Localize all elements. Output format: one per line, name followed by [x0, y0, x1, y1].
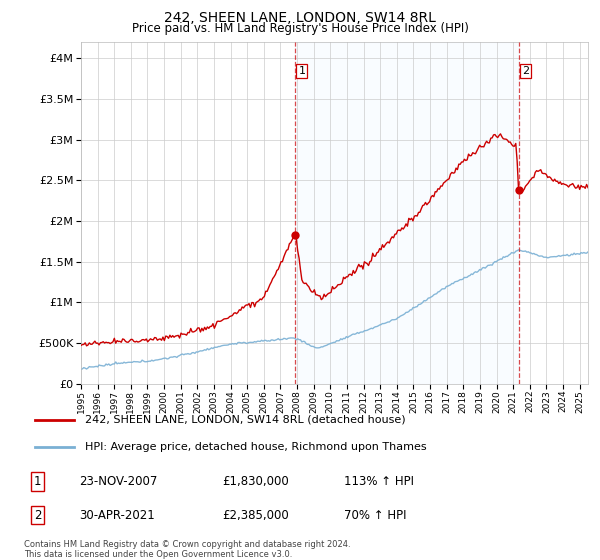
Text: 1: 1 [34, 475, 41, 488]
Text: Price paid vs. HM Land Registry's House Price Index (HPI): Price paid vs. HM Land Registry's House … [131, 22, 469, 35]
Text: 2: 2 [521, 67, 529, 76]
Text: 1: 1 [298, 67, 305, 76]
Text: £2,385,000: £2,385,000 [223, 508, 289, 521]
Text: Contains HM Land Registry data © Crown copyright and database right 2024.
This d: Contains HM Land Registry data © Crown c… [24, 540, 350, 559]
Text: 113% ↑ HPI: 113% ↑ HPI [344, 475, 414, 488]
Text: 2: 2 [34, 508, 41, 521]
Text: 242, SHEEN LANE, LONDON, SW14 8RL (detached house): 242, SHEEN LANE, LONDON, SW14 8RL (detac… [85, 414, 406, 424]
Text: 242, SHEEN LANE, LONDON, SW14 8RL: 242, SHEEN LANE, LONDON, SW14 8RL [164, 11, 436, 25]
Text: £1,830,000: £1,830,000 [223, 475, 289, 488]
Text: 23-NOV-2007: 23-NOV-2007 [79, 475, 158, 488]
Text: 30-APR-2021: 30-APR-2021 [79, 508, 155, 521]
Text: HPI: Average price, detached house, Richmond upon Thames: HPI: Average price, detached house, Rich… [85, 442, 427, 452]
Text: 70% ↑ HPI: 70% ↑ HPI [344, 508, 407, 521]
Bar [295, 42, 518, 384]
